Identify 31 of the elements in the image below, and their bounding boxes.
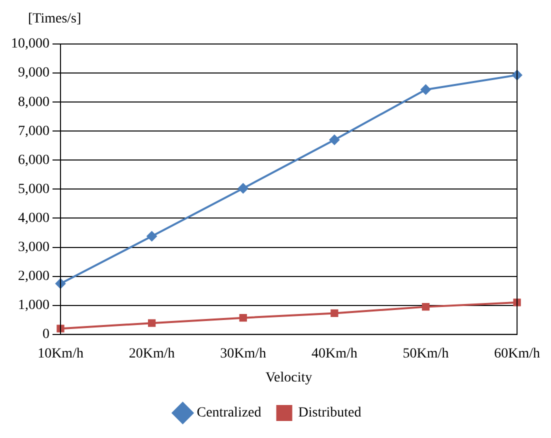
point xyxy=(422,302,430,311)
y-tick-label: 7,000 xyxy=(18,124,50,139)
point xyxy=(513,298,521,306)
x-tick-label: 30Km/h xyxy=(220,346,266,362)
y-axis-title: [Times/s] xyxy=(28,12,82,27)
point xyxy=(56,324,64,332)
y-tick-label: 5,000 xyxy=(18,182,50,197)
y-tick-label: 3,000 xyxy=(18,240,50,255)
x-tick-label: 10Km/h xyxy=(38,346,84,362)
point xyxy=(330,309,338,318)
x-tick-label: 20Km/h xyxy=(128,346,175,362)
x-tick-label: 40Km/h xyxy=(311,346,358,362)
legend-label: Distributed xyxy=(298,406,362,421)
y-tick-label: 0 xyxy=(42,327,50,342)
point xyxy=(239,314,247,322)
y-tick-label: 8,000 xyxy=(18,94,50,110)
x-axis-title: Velocity xyxy=(265,370,312,386)
y-tick-label: 2,000 xyxy=(18,268,50,284)
point xyxy=(329,134,340,145)
x-tick-label: 60Km/h xyxy=(494,346,540,362)
point xyxy=(148,319,156,327)
y-tick-label: 10,000 xyxy=(11,36,50,52)
point xyxy=(238,183,248,194)
y-tick-label: 9,000 xyxy=(18,66,50,81)
point xyxy=(420,84,431,95)
legend-label: Centralized xyxy=(196,406,262,421)
y-tick-label: 1,000 xyxy=(18,298,50,314)
y-tick-label: 4,000 xyxy=(18,210,50,226)
point xyxy=(146,231,157,242)
y-tick-label: 6,000 xyxy=(18,152,50,168)
x-tick-label: 50Km/h xyxy=(402,346,449,362)
